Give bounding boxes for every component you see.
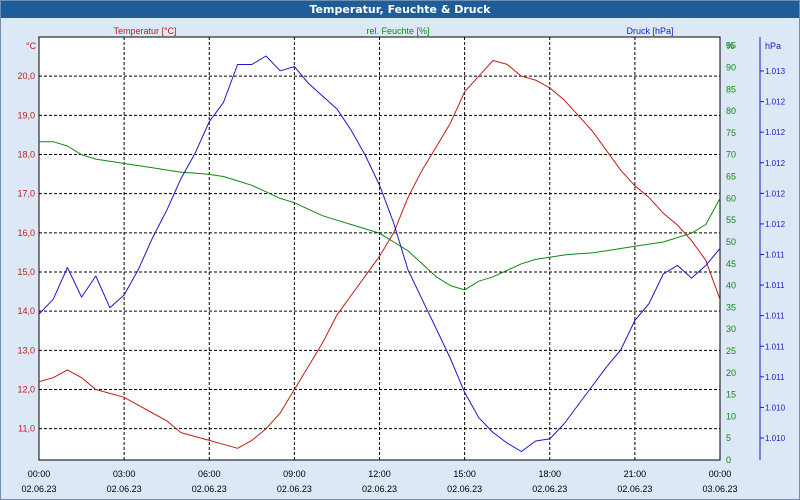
y-tick-pressure: 1.013 (765, 67, 786, 76)
y-tick-pressure: 1.010 (765, 434, 786, 443)
x-tick-date: 02.06.23 (21, 484, 56, 494)
y-tick-pressure: 1.012 (765, 189, 786, 198)
y-tick-humidity: 40 (726, 281, 736, 291)
y-tick-humidity: 15 (726, 390, 736, 400)
y-tick-humidity: 95 (726, 41, 736, 51)
x-tick-time: 03:00 (113, 469, 136, 479)
x-tick-date: 02.06.23 (192, 484, 227, 494)
x-tick-time: 18:00 (538, 469, 561, 479)
y-tick-humidity: 0 (726, 455, 731, 465)
x-tick-date: 02.06.23 (532, 484, 567, 494)
x-tick-date: 02.06.23 (617, 484, 652, 494)
x-tick-time: 09:00 (283, 469, 306, 479)
y-tick-pressure: 1.012 (765, 220, 786, 229)
y-tick-humidity: 65 (726, 172, 736, 182)
x-tick-time: 00:00 (709, 469, 732, 479)
y-tick-humidity: 70 (726, 150, 736, 160)
series-layer (38, 55, 721, 452)
series-line-temperature (38, 60, 721, 449)
y-tick-humidity: 60 (726, 193, 736, 203)
y-tick-pressure: 1.010 (765, 403, 786, 412)
x-tick-date: 02.06.23 (277, 484, 312, 494)
legend-pressure: Druck [hPa] (626, 26, 673, 36)
y-tick-humidity: 85 (726, 84, 736, 94)
y-tick-temperature: 12,0 (17, 385, 35, 395)
y-tick-humidity: 20 (726, 368, 736, 378)
y-tick-pressure: 1.011 (765, 251, 785, 260)
y-tick-humidity: 25 (726, 346, 736, 356)
x-tick-time: 15:00 (453, 469, 476, 479)
x-tick-date: 03.06.23 (702, 484, 737, 494)
x-tick-time: 00:00 (28, 469, 51, 479)
left-axis-unit: °C (26, 41, 37, 51)
legend-humidity: rel. Feuchte [%] (366, 26, 429, 36)
y-tick-temperature: 16,0 (17, 228, 35, 238)
x-tick-time: 06:00 (198, 469, 221, 479)
y-tick-pressure: 1.012 (765, 128, 786, 137)
y-tick-temperature: 17,0 (17, 189, 35, 199)
y-tick-temperature: 11,0 (18, 424, 35, 434)
y-tick-pressure: 1.011 (765, 373, 785, 382)
y-tick-humidity: 30 (726, 324, 736, 334)
x-tick-date: 02.06.23 (447, 484, 482, 494)
y-tick-temperature: 15,0 (17, 267, 35, 277)
y-tick-humidity: 90 (726, 63, 736, 73)
middle-axis-unit: % (726, 41, 734, 51)
y-tick-pressure: 1.012 (765, 159, 786, 168)
axes-layer: 00:00 02.06.23 03:00 02.06.23 06:00 02.06.23 0… (17, 37, 786, 494)
y-tick-humidity: 10 (726, 411, 736, 421)
y-tick-temperature: 20,0 (17, 71, 35, 81)
x-tick-time: 21:00 (624, 469, 647, 479)
y-tick-pressure: 1.011 (765, 281, 785, 290)
y-tick-temperature: 14,0 (17, 306, 35, 316)
series-line-pressure (38, 55, 721, 452)
y-tick-pressure: 1.011 (765, 312, 785, 321)
y-tick-temperature: 13,0 (17, 345, 35, 355)
y-tick-humidity: 35 (726, 302, 736, 312)
y-tick-pressure: 1.011 (765, 342, 785, 351)
y-tick-humidity: 55 (726, 215, 736, 225)
x-tick-date: 02.06.23 (107, 484, 142, 494)
y-tick-humidity: 75 (726, 128, 736, 138)
chart-title: Temperatur, Feuchte & Druck (1, 1, 799, 18)
y-tick-humidity: 5 (726, 433, 731, 443)
y-tick-temperature: 18,0 (17, 150, 35, 160)
y-tick-humidity: 50 (726, 237, 736, 247)
y-tick-humidity: 80 (726, 106, 736, 116)
y-tick-humidity: 45 (726, 259, 736, 269)
x-tick-date: 02.06.23 (362, 484, 397, 494)
legend-temperature: Temperatur [°C] (113, 26, 176, 36)
y-tick-temperature: 19,0 (17, 110, 35, 120)
x-tick-time: 12:00 (368, 469, 391, 479)
right-axis-unit: hPa (765, 41, 781, 51)
y-tick-pressure: 1.012 (765, 98, 786, 107)
series-line-humidity (39, 141, 721, 291)
